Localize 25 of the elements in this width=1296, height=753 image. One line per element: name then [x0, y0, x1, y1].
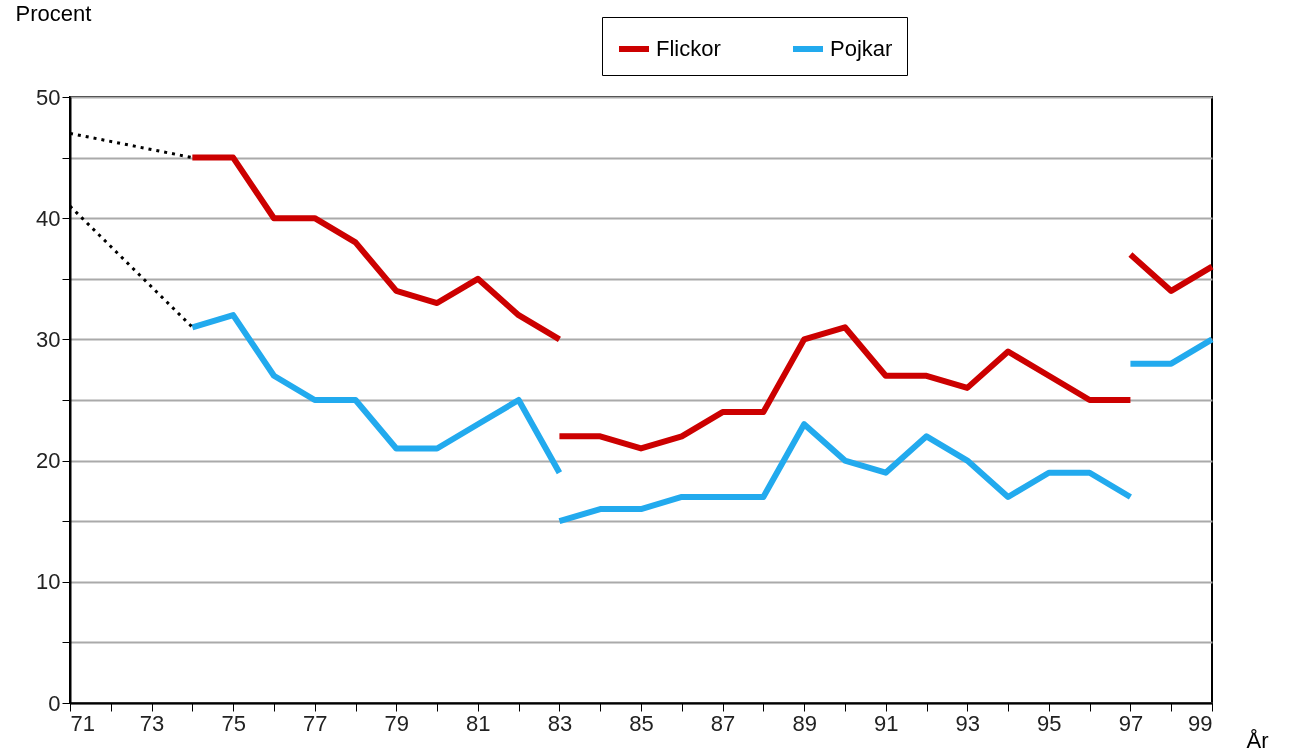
x-tick-label: 87	[710, 710, 736, 736]
y-tick-label: 20	[36, 448, 61, 474]
x-tick-label: 77	[302, 710, 328, 736]
x-tick-label: 75	[221, 710, 246, 736]
y-tick-label: 30	[36, 326, 61, 352]
x-tick-label: 81	[466, 710, 491, 736]
x-tick-label: 71	[70, 710, 95, 736]
x-tick-label: 79	[384, 710, 410, 736]
x-tick-label: 99	[1188, 710, 1213, 736]
x-tick-label: 89	[792, 710, 817, 736]
x-axis-title: År	[1246, 727, 1269, 753]
x-tick-label: 97	[1118, 710, 1144, 736]
x-tick-label: 73	[139, 710, 165, 736]
legend-label: Pojkar	[830, 36, 893, 61]
x-tick-label: 83	[547, 710, 573, 736]
legend-label: Flickor	[656, 36, 721, 61]
x-tick-label: 91	[873, 710, 899, 736]
x-tick-label: 95	[1037, 710, 1062, 736]
y-tick-label: 50	[36, 84, 61, 110]
x-tick-label: 85	[629, 710, 654, 736]
x-tick-label: 93	[955, 710, 981, 736]
y-tick-label: 0	[48, 690, 61, 716]
y-tick-label: 40	[36, 205, 61, 231]
y-axis-title: Procent	[15, 0, 92, 26]
y-tick-label: 10	[36, 569, 61, 595]
